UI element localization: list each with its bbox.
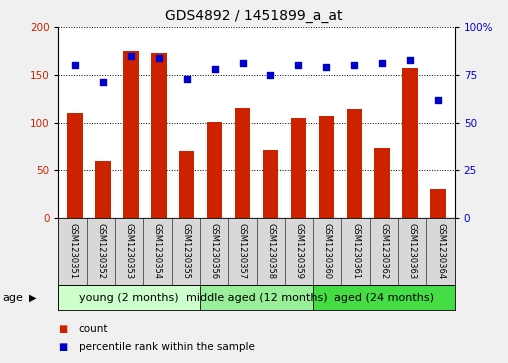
Text: ▶: ▶ (29, 293, 37, 303)
Text: GDS4892 / 1451899_a_at: GDS4892 / 1451899_a_at (165, 9, 343, 23)
Bar (263, 150, 278, 218)
Point (322, 64, 330, 70)
Bar (151, 53, 167, 218)
Bar (68, 113, 83, 218)
Text: GSM1230355: GSM1230355 (181, 223, 190, 279)
Point (71, 62, 79, 68)
Bar (319, 116, 334, 218)
Point (99, 79, 107, 85)
Point (183, 76, 191, 82)
Text: GSM1230352: GSM1230352 (97, 223, 105, 279)
Bar (402, 68, 418, 218)
Bar (346, 109, 362, 218)
Point (294, 62, 302, 68)
Text: GSM1230358: GSM1230358 (266, 223, 275, 279)
Bar (313, 285, 455, 310)
Text: percentile rank within the sample: percentile rank within the sample (79, 342, 255, 352)
Text: GSM1230353: GSM1230353 (124, 223, 134, 279)
Bar (179, 151, 195, 218)
Text: ■: ■ (58, 342, 68, 352)
Text: age: age (3, 293, 23, 303)
Bar (235, 108, 250, 218)
Text: GSM1230361: GSM1230361 (351, 223, 360, 279)
Text: GSM1230360: GSM1230360 (323, 223, 332, 279)
Point (378, 61, 386, 66)
Text: aged (24 months): aged (24 months) (334, 293, 434, 303)
Text: GSM1230356: GSM1230356 (210, 223, 218, 279)
Bar (200, 285, 313, 310)
Bar (374, 148, 390, 218)
Bar (123, 51, 139, 218)
Point (350, 62, 358, 68)
Bar (291, 118, 306, 218)
Text: count: count (79, 323, 108, 334)
Point (406, 57, 414, 62)
Bar (96, 160, 111, 218)
Point (127, 53, 135, 59)
Text: GSM1230357: GSM1230357 (238, 223, 247, 279)
Text: ■: ■ (58, 323, 68, 334)
Text: GSM1230351: GSM1230351 (68, 223, 77, 279)
Bar (430, 189, 446, 218)
Point (155, 55, 163, 61)
Text: middle aged (12 months): middle aged (12 months) (186, 293, 327, 303)
Point (434, 97, 442, 102)
Point (211, 66, 219, 72)
Point (266, 72, 274, 78)
Text: GSM1230354: GSM1230354 (153, 223, 162, 279)
Bar (58, 285, 200, 310)
Text: GSM1230363: GSM1230363 (408, 223, 417, 280)
Point (239, 61, 247, 66)
Text: GSM1230364: GSM1230364 (436, 223, 445, 279)
Text: GSM1230362: GSM1230362 (379, 223, 389, 279)
Bar (207, 122, 223, 218)
Text: GSM1230359: GSM1230359 (295, 223, 303, 279)
Text: young (2 months): young (2 months) (79, 293, 179, 303)
